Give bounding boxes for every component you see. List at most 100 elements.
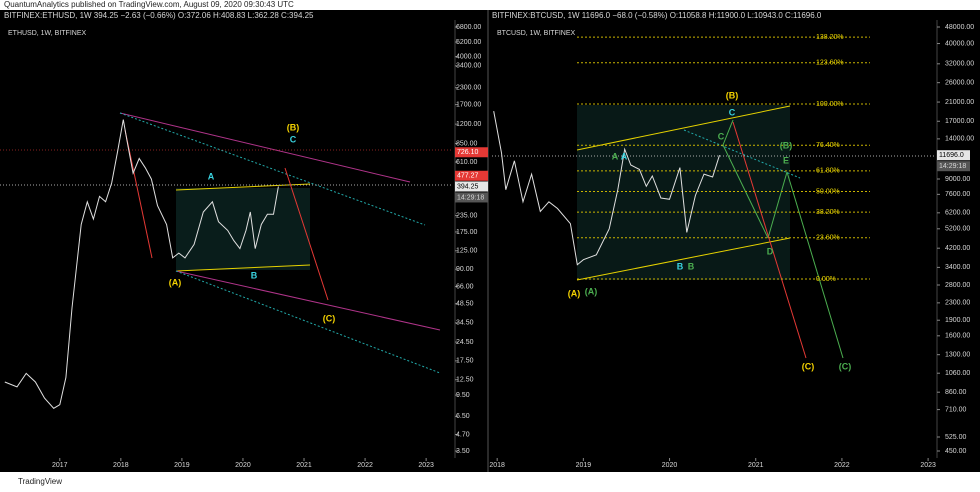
x-tick-label: 2018 — [489, 462, 505, 469]
y-tick-label: 2800.00 — [945, 282, 970, 289]
chart-title: BTCUSD, 1W, BITFINEX — [497, 30, 576, 37]
x-tick-label: 2020 — [235, 462, 251, 469]
fib-label: 38.20% — [816, 209, 840, 216]
y-tick-label: 3400.00 — [456, 63, 481, 70]
wave-label: (B) — [780, 140, 793, 150]
fib-label: 138.20% — [816, 34, 844, 41]
y-tick-label: 7600.00 — [945, 191, 970, 198]
wave-label: (C) — [323, 313, 336, 323]
wave-label: D — [767, 246, 774, 256]
y-tick-label: 12.50 — [456, 377, 474, 384]
y-tick-label: 1200.00 — [456, 121, 481, 128]
y-tick-label: 5200.00 — [945, 226, 970, 233]
y-tick-label: 66.00 — [456, 283, 474, 290]
wave-label: B — [688, 261, 695, 271]
y-tick-label: 610.00 — [456, 159, 478, 166]
y-tick-label: 9000.00 — [945, 176, 970, 183]
price-line — [493, 111, 720, 266]
y-tick-label: 3400.00 — [945, 264, 970, 271]
header-bar — [0, 0, 980, 10]
symbol-line: BITFINEX:BTCUSD, 1W 11696.0 −68.0 (−0.58… — [492, 11, 822, 20]
x-tick-label: 2021 — [296, 462, 312, 469]
y-tick-label: 48.50 — [456, 301, 474, 308]
right-drawings — [492, 105, 935, 359]
y-tick-label: 14000.00 — [945, 136, 974, 143]
footer-bar — [0, 472, 980, 492]
wave-label: A — [612, 151, 619, 161]
countdown-box — [937, 161, 970, 172]
y-tick-label: 125.00 — [456, 248, 478, 255]
y-tick-label: 1600.00 — [945, 333, 970, 340]
wave-label: (C) — [839, 361, 852, 371]
y-tick-label: 2300.00 — [945, 300, 970, 307]
fib-label: 0.00% — [816, 276, 836, 283]
y-tick-label: 235.00 — [456, 212, 478, 219]
countdown: 14:29:18 — [457, 194, 484, 201]
y-tick-label: 6800.00 — [456, 24, 481, 31]
x-tick-label: 2019 — [576, 462, 592, 469]
y-tick-label: 48000.00 — [945, 24, 974, 31]
y-tick-label: 1060.00 — [945, 370, 970, 377]
y-tick-label: 710.00 — [945, 406, 967, 413]
y-tick-label: 9.50 — [456, 392, 470, 399]
x-tick-label: 2023 — [920, 462, 936, 469]
symbol-line: BITFINEX:ETHUSD, 1W 394.25 −2.63 (−0.66%… — [4, 11, 314, 20]
countdown: 14:29:18 — [939, 163, 966, 170]
fib-label: 50.00% — [816, 188, 840, 195]
y-tick-label: 4200.00 — [945, 245, 970, 252]
price-label: 394.25 — [457, 183, 479, 190]
wave-label: C — [729, 107, 736, 117]
y-tick-label: 2300.00 — [456, 85, 481, 92]
price-label: 726.10 — [457, 149, 479, 156]
y-tick-label: 175.00 — [456, 229, 478, 236]
y-tick-label: 34.50 — [456, 320, 474, 327]
x-tick-label: 2022 — [357, 462, 373, 469]
y-tick-label: 4.70 — [456, 431, 470, 438]
y-tick-label: 17000.00 — [945, 118, 974, 125]
x-tick-label: 2019 — [174, 462, 190, 469]
footer: TradingView — [18, 477, 62, 486]
wave-label: (A) — [169, 277, 182, 287]
wave-label: A — [621, 151, 628, 161]
wave-label: B — [251, 270, 258, 280]
y-tick-label: 24.50 — [456, 339, 474, 346]
y-tick-label: 26000.00 — [945, 80, 974, 87]
wave-label: (B) — [287, 122, 300, 132]
y-tick-label: 5200.00 — [456, 39, 481, 46]
price-label-box — [455, 181, 488, 192]
y-tick-label: 3.50 — [456, 448, 470, 455]
price-label-box — [937, 150, 970, 161]
y-tick-label: 40000.00 — [945, 40, 974, 47]
x-tick-label: 2021 — [748, 462, 764, 469]
x-tick-label: 2023 — [418, 462, 434, 469]
y-tick-label: 1900.00 — [945, 317, 970, 324]
x-tick-label: 2018 — [113, 462, 129, 469]
wave-label: (B) — [726, 90, 739, 100]
y-tick-label: 6.50 — [456, 413, 470, 420]
y-tick-label: 860.00 — [945, 389, 967, 396]
y-tick-label: 1700.00 — [456, 101, 481, 108]
y-tick-label: 21000.00 — [945, 99, 974, 106]
y-tick-label: 17.50 — [456, 358, 474, 365]
header: QuantumAnalytics published on TradingVie… — [4, 0, 294, 9]
price-label: 477.27 — [457, 173, 479, 180]
y-tick-label: 450.00 — [945, 448, 967, 455]
x-tick-label: 2022 — [834, 462, 850, 469]
y-tick-label: 6200.00 — [945, 210, 970, 217]
wave-label: (C) — [802, 361, 815, 371]
charts: BITFINEX:ETHUSD, 1W 394.25 −2.63 (−0.66%… — [4, 11, 974, 469]
y-tick-label: 4000.00 — [456, 54, 481, 61]
x-tick-label: 2017 — [52, 462, 68, 469]
y-tick-label: 90.00 — [456, 266, 474, 273]
y-tick-label: 1300.00 — [945, 352, 970, 359]
wave-label: C — [290, 134, 297, 144]
price-line — [4, 119, 279, 409]
price-label: 11696.0 — [939, 152, 964, 159]
x-tick-label: 2020 — [662, 462, 678, 469]
y-tick-label: 32000.00 — [945, 61, 974, 68]
fib-label: 100.00% — [816, 101, 844, 108]
wave-label: B — [677, 261, 684, 271]
wave-label: A — [208, 171, 215, 181]
